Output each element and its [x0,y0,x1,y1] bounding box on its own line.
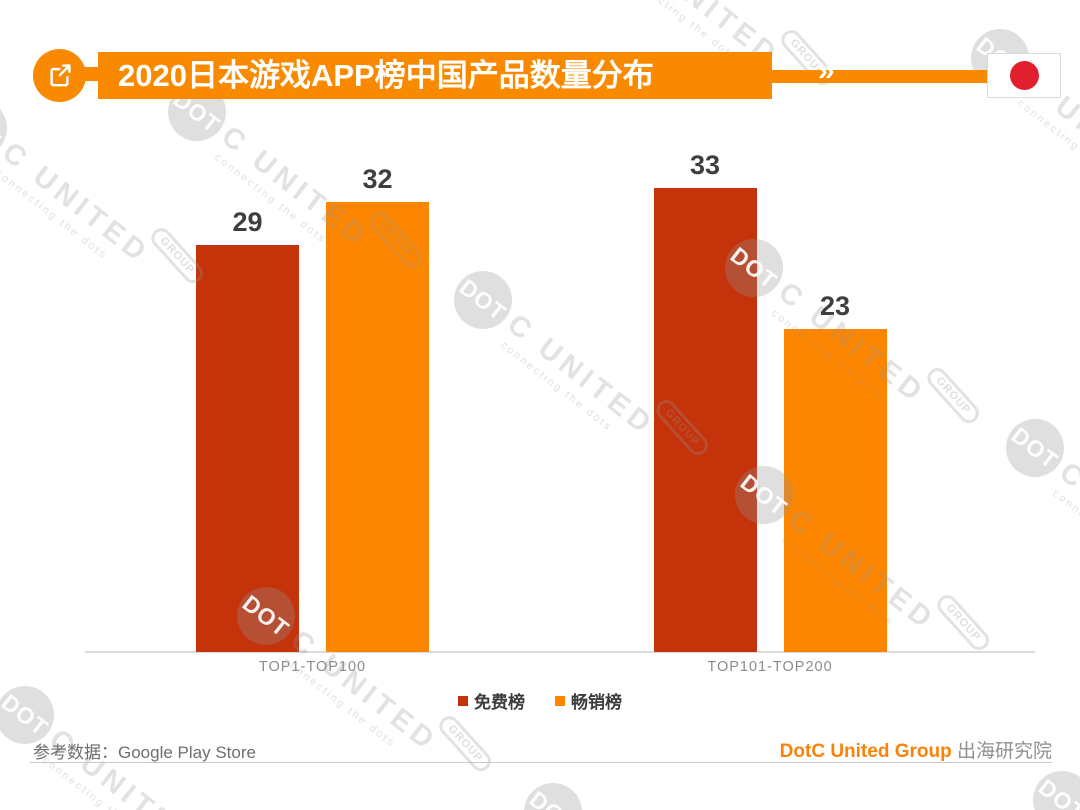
bar-畅销榜-TOP101-TOP200 [783,329,887,652]
legend-marker [555,695,565,706]
bar-value-label: 33 [689,150,721,180]
legend-item-免费榜: 免费榜 [458,688,525,713]
legend-label: 免费榜 [474,693,525,712]
category-label: TOP1-TOP100 [258,659,367,675]
bar-免费榜-TOP101-TOP200 [653,188,757,652]
legend-marker [458,695,468,706]
bar-value-label: 29 [232,207,263,237]
bar-value-label: 23 [819,291,851,321]
x-axis-line [85,651,1035,653]
category-label: TOP101-TOP200 [707,659,833,675]
legend-label: 畅销榜 [571,693,622,712]
legend: 免费榜 畅销榜 [0,688,1080,713]
bar-免费榜-TOP1-TOP100 [196,245,299,652]
legend-item-畅销榜: 畅销榜 [555,688,622,713]
bar-畅销榜-TOP1-TOP100 [326,202,429,652]
bar-value-label: 32 [362,164,393,194]
